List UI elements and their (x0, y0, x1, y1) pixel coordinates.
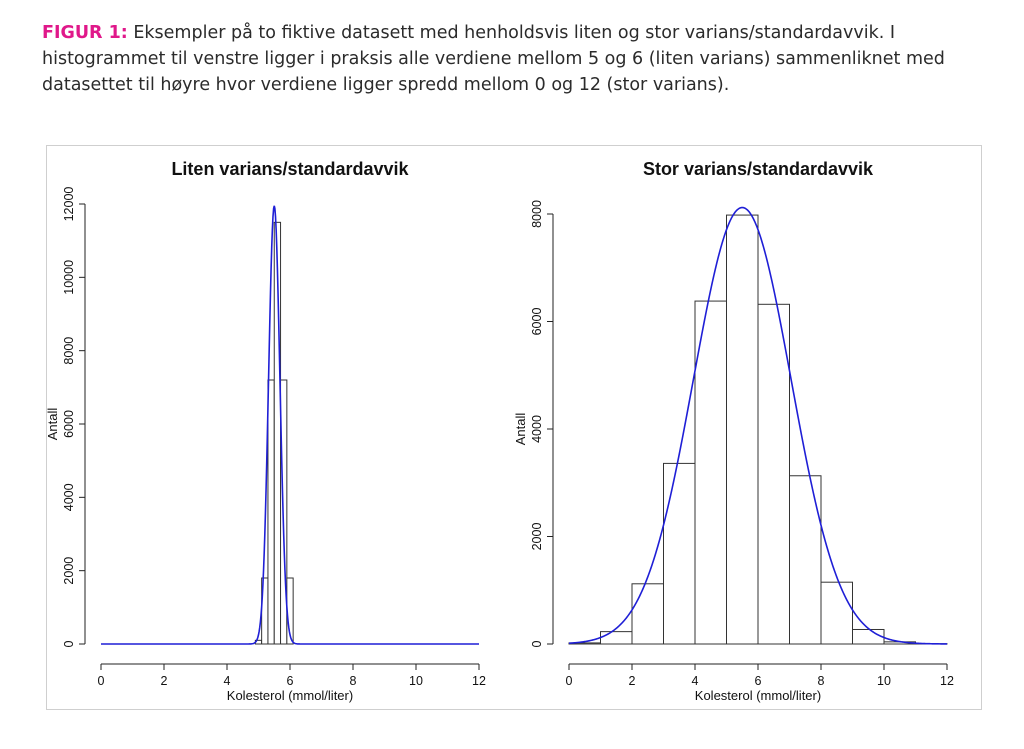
y-axis-label: Antall (515, 413, 528, 446)
y-tick-label: 2000 (62, 557, 76, 585)
bars-group (568, 214, 948, 645)
y-tick-label: 6000 (62, 410, 76, 438)
histogram-bar (600, 631, 633, 645)
chart-title: Liten varians/standardavvik (171, 159, 409, 179)
histogram-bar (852, 628, 885, 645)
figure-label: FIGUR 1: (42, 23, 128, 43)
histogram-bar (694, 300, 727, 645)
x-tick-label: 10 (409, 674, 423, 688)
histogram-bar (631, 583, 664, 645)
y-tick-label: 8000 (62, 337, 76, 365)
figure-caption: FIGUR 1: Eksempler på to fiktive dataset… (42, 20, 992, 98)
y-tick-label: 2000 (530, 523, 544, 551)
histogram-bar (789, 475, 822, 645)
x-tick-label: 2 (161, 674, 168, 688)
y-tick-label: 10000 (62, 260, 76, 295)
x-tick-label: 6 (755, 674, 762, 688)
histogram-large-variance: Stor varians/standardavvik 0 2 4 6 8 10 12 Koles… (515, 159, 954, 703)
normal-curve (568, 206, 947, 645)
x-tick-label: 12 (940, 674, 954, 688)
x-tick-label: 4 (224, 674, 231, 688)
y-tick-label: 0 (530, 640, 544, 647)
x-tick-label: 8 (818, 674, 825, 688)
y-tick-label: 0 (62, 640, 76, 647)
figure-caption-text: Eksempler på to fiktive datasett med hen… (42, 23, 945, 95)
x-tick-label: 2 (629, 674, 636, 688)
histogram-bar (820, 581, 853, 645)
y-tick-label: 12000 (62, 187, 76, 222)
y-tick-label: 4000 (62, 483, 76, 511)
x-axis-label: Kolesterol (mmol/liter) (695, 688, 821, 703)
x-tick-label: 0 (566, 674, 573, 688)
histogram-bar (267, 379, 275, 645)
histogram-bar (726, 214, 759, 645)
y-tick-label: 4000 (530, 415, 544, 443)
x-axis-label: Kolesterol (mmol/liter) (227, 688, 353, 703)
y-axis-label: Antall (47, 408, 60, 441)
figure-frame: Liten varians/standardavvik 0 2 4 6 8 10 12 Kole… (46, 145, 982, 710)
x-tick-label: 0 (98, 674, 105, 688)
chart-title: Stor varians/standardavvik (643, 159, 874, 179)
x-tick-label: 12 (472, 674, 486, 688)
normal-curve (101, 205, 479, 645)
bars-group (254, 221, 294, 645)
x-tick-label: 10 (877, 674, 891, 688)
x-tick-label: 8 (350, 674, 357, 688)
x-tick-label: 4 (692, 674, 699, 688)
histogram-small-variance: Liten varians/standardavvik 0 2 4 6 8 10 12 Kole… (47, 159, 486, 703)
x-tick-label: 6 (287, 674, 294, 688)
y-tick-label: 8000 (530, 200, 544, 228)
histogram-bar (663, 462, 696, 645)
y-tick-label: 6000 (530, 308, 544, 336)
histogram-bar (757, 303, 790, 645)
